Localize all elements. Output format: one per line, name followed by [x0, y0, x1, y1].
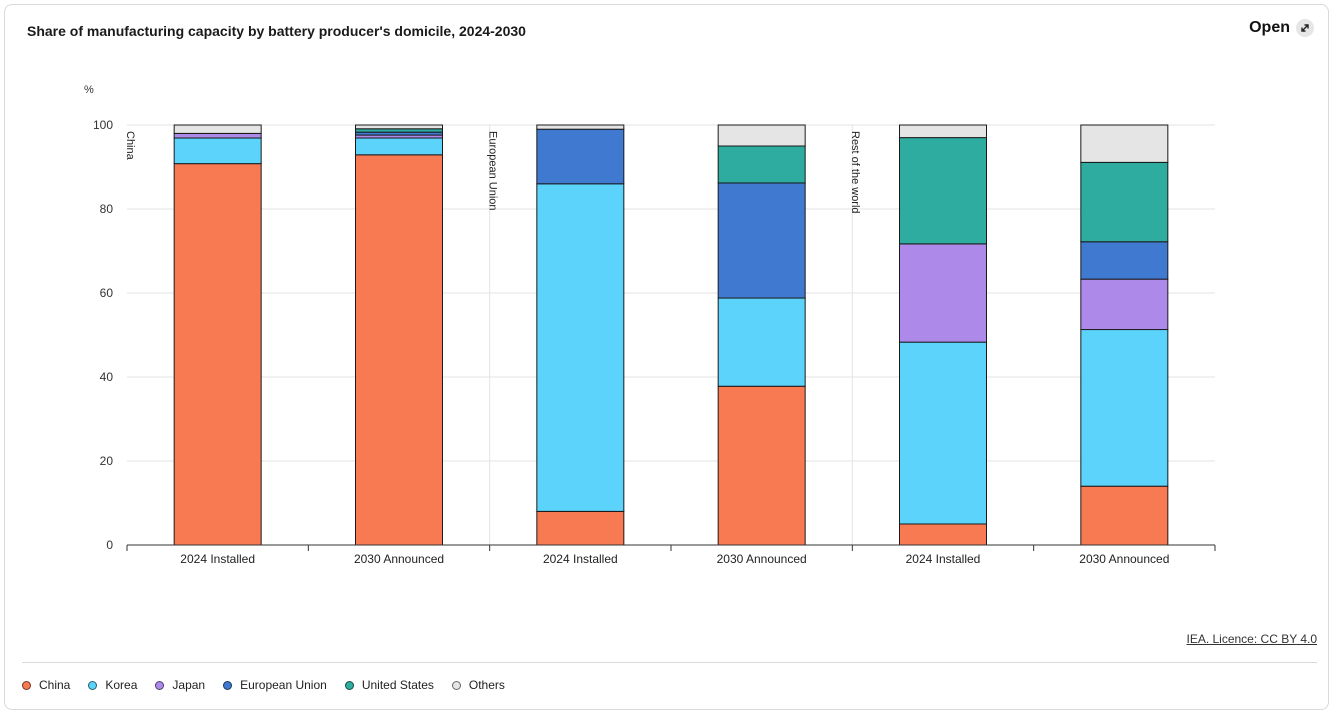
bar-segment-japan — [1080, 278, 1169, 331]
legend-swatch — [88, 680, 98, 690]
bar-segment-china — [717, 385, 806, 546]
bar-segment-others — [899, 124, 987, 139]
y-tick-label: 60 — [100, 286, 114, 300]
bar-segment-european-union — [717, 182, 806, 299]
y-tick-label: 20 — [100, 454, 114, 468]
bar-segment-others — [536, 124, 625, 130]
group-label: China — [124, 131, 136, 161]
bar-segment-others — [1080, 124, 1169, 163]
expand-icon — [1296, 19, 1314, 37]
legend-label: United States — [361, 678, 434, 692]
legend-swatch — [155, 680, 165, 690]
bar-segment-korea — [536, 183, 625, 512]
bar-segment-united-states — [355, 128, 443, 133]
y-tick-label: 0 — [106, 538, 113, 552]
y-axis-label: % — [84, 84, 94, 96]
bar-segment-others — [717, 124, 806, 147]
legend-label: Japan — [172, 678, 206, 692]
legend-item-china[interactable]: China — [22, 678, 70, 692]
x-tick-label: 2024 Installed — [906, 552, 981, 566]
bar-segment-european-union — [536, 128, 625, 185]
bar-segment-european-union — [1080, 241, 1169, 280]
x-tick-label: 2030 Announced — [354, 552, 444, 566]
x-tick-label: 2024 Installed — [543, 552, 618, 566]
bar-segment-china — [899, 523, 987, 546]
x-tick-label: 2024 Installed — [180, 552, 255, 566]
x-tick-label: 2030 Announced — [1079, 552, 1169, 566]
legend-label: Others — [468, 678, 505, 692]
y-tick-label: 40 — [100, 370, 114, 384]
legend-swatch — [22, 680, 31, 690]
bar-segment-china — [1080, 485, 1169, 546]
chart-legend: China Korea Japan European Union United Stat… — [22, 678, 505, 692]
bar-segment-japan — [173, 132, 262, 139]
open-label: Open — [1249, 19, 1290, 36]
legend-swatch — [223, 680, 233, 690]
group-label: European Union — [486, 131, 498, 211]
bar-segment-china — [173, 163, 262, 546]
open-button[interactable]: Open — [1249, 19, 1314, 37]
bar-segment-korea — [717, 297, 806, 387]
legend-swatch — [344, 680, 354, 690]
legend-divider — [22, 662, 1317, 663]
legend-swatch — [451, 680, 461, 690]
licence-link[interactable]: IEA. Licence: CC BY 4.0 — [1186, 632, 1317, 646]
bar-segment-others — [173, 124, 262, 134]
legend-item-united-states[interactable]: United States — [344, 678, 434, 692]
bar-segment-korea — [173, 137, 262, 165]
bar-segment-korea — [1080, 329, 1169, 487]
bar-segment-japan — [899, 243, 987, 343]
bar-segment-united-states — [717, 145, 806, 184]
y-tick-label: 80 — [100, 202, 114, 216]
chart-title: Share of manufacturing capacity by batte… — [27, 23, 526, 39]
bar-segment-china — [355, 154, 443, 546]
bar-segment-china — [536, 510, 625, 546]
legend-label: Korea — [105, 678, 138, 692]
bar-segment-korea — [355, 137, 443, 156]
bar-segment-united-states — [1080, 161, 1169, 243]
legend-item-others[interactable]: Others — [451, 678, 505, 692]
legend-item-european-union[interactable]: European Union — [223, 678, 327, 692]
group-label: Rest of the world — [849, 131, 861, 214]
legend-label: China — [39, 678, 71, 692]
y-tick-label: 100 — [93, 118, 113, 132]
bar-segment-korea — [899, 341, 987, 525]
legend-item-japan[interactable]: Japan — [155, 678, 205, 692]
bar-segment-united-states — [899, 137, 987, 245]
legend-item-korea[interactable]: Korea — [88, 678, 137, 692]
bar-segment-others — [355, 124, 443, 130]
legend-label: European Union — [240, 678, 327, 692]
x-tick-label: 2030 Announced — [717, 552, 807, 566]
